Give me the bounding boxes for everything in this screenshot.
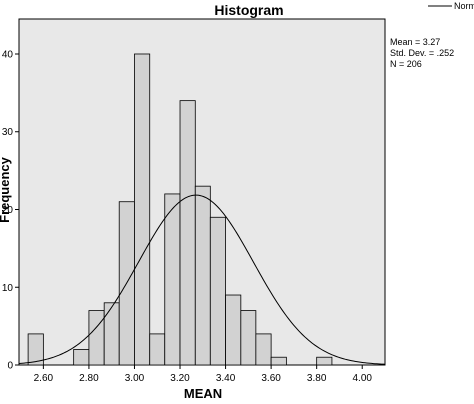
legend: Normal (428, 1, 474, 11)
y-tick-label-3: 30 (2, 127, 14, 138)
x-tick-label-5: 3.60 (261, 373, 281, 384)
y-tick-label-4: 40 (2, 49, 14, 60)
stats-box: Mean = 3.27 Std. Dev. = .252 N = 206 (390, 37, 454, 69)
histogram-bar-7 (134, 53, 151, 366)
stat-mean: Mean = 3.27 (390, 37, 440, 47)
x-tick-label-7: 4.00 (352, 373, 372, 384)
x-axis-title: MEAN (184, 386, 222, 401)
axes-layer: 0 10 20 30 40 2.60 2.80 3.00 3.20 3.40 3.60 3.80 4.0… (2, 49, 373, 384)
histogram-bar-13 (225, 294, 242, 366)
histogram-bar-3 (73, 349, 90, 366)
histogram-bar-8 (149, 333, 166, 366)
y-axis-title: Frequency (0, 156, 12, 223)
histogram-bar-15 (255, 333, 272, 366)
histogram-bar-5 (103, 302, 120, 366)
y-tick-label-2: 20 (2, 205, 14, 216)
histogram-bar-4 (88, 310, 105, 366)
histogram-bar-10 (179, 100, 196, 366)
histogram-bar-14 (240, 310, 257, 366)
y-tick-label-0: 0 (7, 361, 13, 372)
normal-curve (18, 194, 386, 365)
histogram-bar-11 (194, 185, 211, 366)
stat-n: N = 206 (390, 59, 422, 69)
y-tick-label-1: 10 (2, 283, 14, 294)
legend-normal-label: Normal (454, 1, 474, 11)
histogram-bar-12 (209, 216, 226, 366)
x-tick-label-2: 3.00 (125, 373, 145, 384)
histogram-bar-9 (164, 193, 181, 366)
chart-title: Histogram (214, 2, 283, 18)
x-tick-label-6: 3.80 (307, 373, 327, 384)
histogram-bar-16 (270, 356, 287, 366)
stat-std-dev: Std. Dev. = .252 (390, 48, 454, 58)
x-tick-label-0: 2.60 (34, 373, 54, 384)
histogram-bar-0 (27, 333, 44, 366)
histogram-bar-19 (316, 356, 333, 366)
x-tick-label-1: 2.80 (79, 373, 99, 384)
x-tick-label-3: 3.20 (170, 373, 190, 384)
x-tick-label-4: 3.40 (216, 373, 236, 384)
bars-layer (27, 53, 333, 366)
